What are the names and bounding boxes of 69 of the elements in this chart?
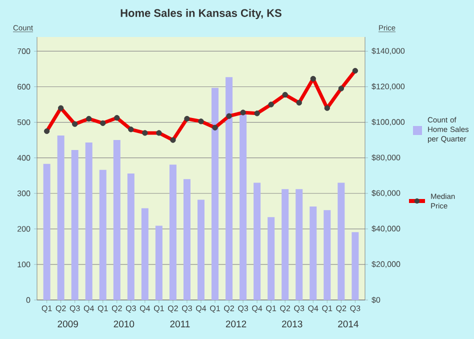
x-tick-label: Q2 — [280, 306, 290, 313]
bar — [352, 232, 359, 300]
bar — [127, 173, 134, 300]
bar — [268, 217, 275, 300]
bar — [296, 189, 303, 300]
x-tick-label: Q3 — [126, 306, 136, 313]
x-tick-label: Q4 — [196, 306, 206, 313]
bar — [71, 150, 78, 300]
x-tick-label: Q2 — [168, 306, 178, 313]
y2-tick-label: $40,000 — [372, 225, 400, 232]
x-tick-label: Q2 — [336, 306, 346, 313]
y-tick-label: 500 — [17, 119, 30, 126]
x-tick-label: Q1 — [154, 306, 164, 313]
y-tick-label: 0 — [26, 297, 30, 303]
y2-tick-label: $0 — [372, 296, 380, 304]
y2-tick-label: $20,000 — [372, 260, 400, 268]
x-tick-label: Q2 — [112, 306, 122, 313]
x-tick-label: Q1 — [322, 306, 332, 313]
bar — [338, 182, 345, 300]
x-tick-label: Q3 — [238, 306, 248, 313]
bar — [183, 179, 190, 300]
x-tick-label: Q2 — [56, 306, 66, 313]
y-tick-label: 200 — [18, 226, 30, 232]
x-tick-label: Q4 — [252, 306, 262, 313]
bar — [198, 200, 205, 300]
bar — [254, 182, 261, 300]
x-tick-label: Q1 — [210, 306, 220, 313]
text: 2009 — [58, 320, 78, 328]
text: 2012 — [226, 320, 246, 328]
bar — [282, 189, 289, 300]
text: 2011 — [170, 320, 190, 328]
x-tick-label: Q1 — [266, 306, 276, 313]
y-tick-label: 300 — [17, 190, 30, 196]
bar — [85, 142, 92, 300]
x-tick-label: Q4 — [140, 306, 150, 313]
bar — [43, 164, 50, 300]
y2-tick-label: $80,000 — [372, 154, 400, 162]
text: 2010 — [114, 320, 134, 328]
bar — [169, 164, 176, 300]
bar — [99, 170, 106, 300]
bar — [240, 113, 247, 300]
y2-tick-label: $140,000 — [372, 48, 405, 55]
x-tick-label: Q3 — [70, 306, 80, 313]
y2-tick-label: $100,000 — [372, 118, 405, 126]
x-tick-label: Q4 — [308, 306, 318, 313]
y2-tick-label: $60,000 — [372, 190, 400, 197]
bar — [226, 77, 233, 300]
bar — [324, 210, 331, 300]
chart-title: Home Sales in Kansas City, KS — [120, 8, 282, 20]
text: 2013 — [282, 320, 302, 328]
y-tick-label: 100 — [18, 262, 30, 268]
x-tick-label: Q3 — [350, 306, 360, 313]
x-tick-label: Q3 — [294, 306, 304, 313]
y-tick-label: 600 — [18, 84, 30, 90]
x-tick-label: Q4 — [84, 306, 94, 313]
y-tick-label: 400 — [17, 155, 30, 161]
bar — [155, 226, 162, 300]
x-tick-label: Q2 — [224, 306, 234, 313]
y2-tick-label: $120,000 — [372, 83, 405, 90]
bar — [113, 140, 120, 300]
text: 2014 — [338, 320, 358, 328]
bar — [212, 88, 219, 300]
x-tick-label: Q1 — [42, 306, 52, 313]
bar — [310, 206, 317, 300]
x-tick-label: Q3 — [182, 306, 192, 313]
x-tick-label: Q1 — [98, 306, 108, 313]
y-tick-label: 700 — [18, 48, 30, 54]
bar — [141, 208, 148, 300]
bar — [57, 135, 64, 300]
